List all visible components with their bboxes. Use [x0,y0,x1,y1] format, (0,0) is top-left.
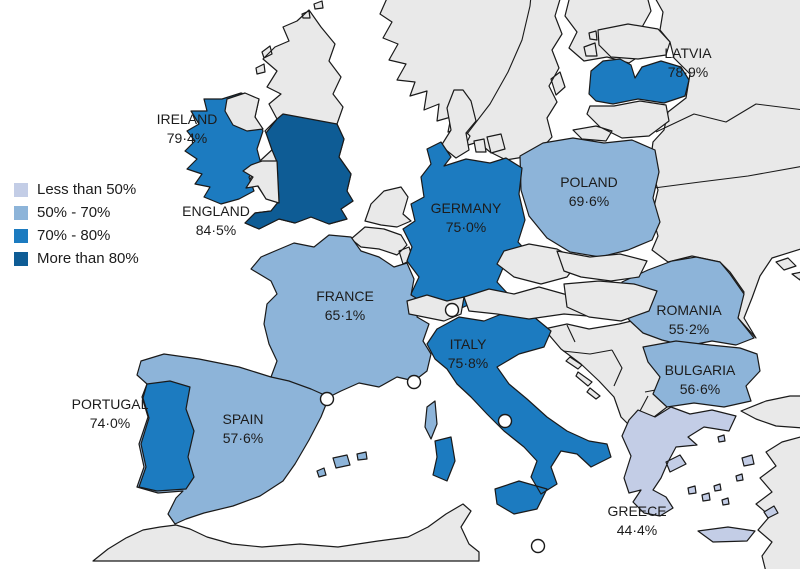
country-label-greece: GREECE 44·4% [607,503,666,538]
country-label-bulgaria: BULGARIA 56·6% [665,362,736,397]
region-north-africa [92,503,480,562]
legend-swatch-70-80 [14,228,28,243]
legend-label: More than 80% [37,250,139,267]
map-legend: Less than 50% 50% - 70% 70% - 80% More t… [14,181,139,267]
region-estonia [583,23,671,60]
region-slovakia [556,250,648,282]
legend-swatch-less-than-50 [14,182,28,197]
border-balkan-internal [562,324,667,412]
region-turkey [740,395,800,569]
country-spain [136,353,368,525]
microstate-marker [497,413,513,429]
region-hungary [563,280,658,322]
country-latvia [588,58,690,105]
border-norway-sweden [466,0,532,135]
country-label-poland: POLAND 69·6% [560,174,618,209]
country-romania [620,256,755,347]
country-portugal [138,380,195,492]
country-england [244,113,354,230]
microstate-markers [319,302,546,554]
microstate-marker [319,391,335,407]
legend-item-more-than-80: More than 80% [14,250,139,267]
border-russia-belarus [655,103,800,133]
border-belarus-ukraine [653,166,800,189]
legend-label: 50% - 70% [37,204,111,221]
region-wales [242,160,280,204]
region-denmark [440,89,506,159]
country-poland [519,137,661,258]
microstate-marker [530,538,546,554]
legend-item-less-than-50: Less than 50% [14,181,139,198]
legend-swatch-more-than-80 [14,251,28,266]
country-label-romania: ROMANIA 55·2% [656,302,722,337]
country-greece [621,406,779,543]
microstate-marker [444,302,460,318]
legend-item-70-80: 70% - 80% [14,227,139,244]
region-northern-ireland [224,92,264,132]
legend-label: Less than 50% [37,181,137,198]
country-label-latvia: LATVIA 78·9% [664,45,712,80]
legend-swatch-50-70 [14,205,28,220]
country-label-portugal: PORTUGAL 74·0% [72,396,149,431]
country-labels: LATVIA 78·9% IRELAND 79·4% ENGLAND 84·5% POLAN… [72,45,736,538]
country-bulgaria [642,340,761,408]
region-scandinavia [379,0,566,161]
region-eastern-europe [649,0,800,339]
country-label-ireland: IRELAND 79·4% [157,111,218,146]
country-label-italy: ITALY 75·8% [448,336,488,371]
microstate-marker [406,374,422,390]
country-label-germany: GERMANY 75·0% [431,200,502,235]
country-label-spain: SPAIN 57·6% [223,411,264,446]
legend-label: 70% - 80% [37,227,111,244]
country-label-england: ENGLAND 84·5% [182,203,250,238]
country-label-france: FRANCE 65·1% [316,288,374,323]
country-italy [426,310,612,515]
legend-item-50-70: 50% - 70% [14,204,139,221]
region-lithuania [572,100,670,142]
